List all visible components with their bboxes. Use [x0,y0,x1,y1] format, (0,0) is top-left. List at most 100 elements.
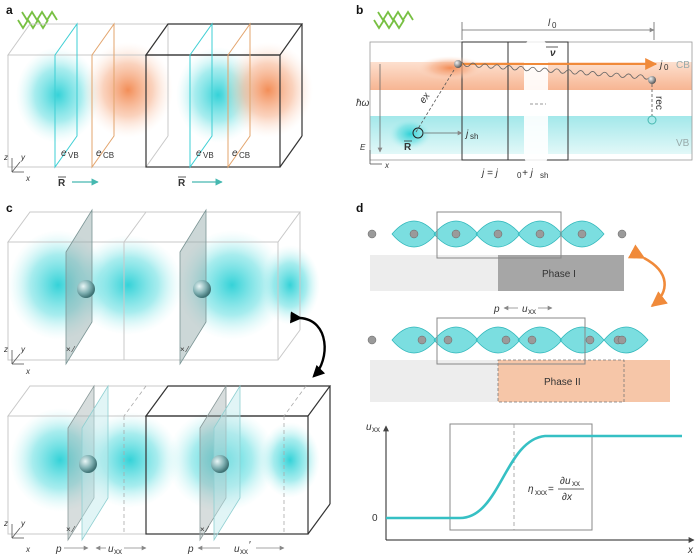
eta-sub: xxx [535,488,547,497]
evb-sub-2: VB [203,151,214,160]
ecb-label-2: e [232,148,238,159]
axis-e-b: E [360,143,366,152]
l0-label: l [548,18,551,29]
evb-label-2: e [196,148,202,159]
ecb-label-1: e [96,148,102,159]
ion-c-top-2 [193,280,211,298]
panel-a-label: a [6,3,13,17]
j0-sub: 0 [664,63,669,72]
ion-sphere [443,335,453,345]
equation-sub1: sh [540,171,548,180]
p-label-d: p [493,304,500,315]
electron-end-b [648,76,656,84]
equation-sub0: 0 [517,171,522,180]
axis-z-c-top: z [3,345,8,354]
orbital-lens [391,326,437,354]
cross-mark-c4: × ⁄ [200,525,210,534]
graph-cell-box [449,423,593,531]
phase2-label: Phase II [544,377,581,388]
ion-sphere-edge [617,229,627,239]
strain-graph: u xx x 0 η xxx = ∂u xx ∂x [366,422,695,556]
gap-strip-b [524,40,548,164]
graph-xlabel: x [687,545,694,556]
ion-sphere-edge [617,335,627,345]
axes-b [369,150,382,165]
axis-y-a: y [20,153,26,162]
uxx-prime-label: u [234,544,240,555]
graph-ylabel: u [366,422,372,433]
frac-top-sub: xx [572,479,580,488]
ex-line [415,69,455,133]
jsh-label: j [464,129,469,140]
cyan-blob-c5 [10,408,110,512]
equation-plus: + j [522,168,534,179]
orbital-lens [475,326,521,354]
r-vector-label-1: R [58,178,66,189]
ecb-sub-2: CB [239,151,250,160]
plane-c-top-2 [179,208,207,366]
eta-symbol: η [528,484,534,495]
phase1-label: Phase I [542,269,576,280]
equation-j: j = j [480,168,499,179]
l0-sub: 0 [552,21,557,30]
rec-label: rec [653,96,664,110]
hole-b [412,127,424,139]
transition-arrow-c [290,311,326,378]
p-label-c2: p [187,544,194,555]
hw-label: ħω [356,98,370,109]
uxx-sub-c1: xx [114,547,122,556]
unit-cell-a2 [144,23,304,168]
phase2-block [498,360,670,402]
dashed-cells-c-bottom [123,385,307,534]
phase2-dashed-box [497,359,625,403]
panel-d-label: d [356,201,363,215]
eta-equals: = [548,484,554,495]
phonon-wavy-b [457,61,650,80]
orbital-row-bottom [367,326,649,354]
nu-label: ν [550,48,556,59]
ion-sphere [409,229,419,239]
j0-label: j [658,60,663,71]
phase1-block [498,255,624,291]
phase-transition-arrow [627,244,668,308]
ion-sphere [493,229,503,239]
axis-y-c-top: y [20,345,26,354]
axis-x-c-bot: x [25,545,31,554]
evb-label-1: e [61,148,67,159]
cell-box-d1 [436,211,562,259]
cell-box-d2 [436,317,586,365]
axis-x-c-top: x [25,367,31,376]
ion-sphere [535,229,545,239]
axes-c-bottom [11,524,24,539]
orbital-row-top [367,220,627,248]
ex-label: ex [417,90,433,106]
wannier-planes-a [54,22,251,169]
jsh-sub: sh [470,132,478,141]
unit-cells-c-top [7,211,301,361]
ion-c-bot-1 [79,455,97,473]
ion-sphere-edge [367,335,377,345]
ecb-sub-1: CB [103,151,114,160]
strain-curve [386,434,682,520]
ion-c-top-1 [77,280,95,298]
axis-z-a: z [3,153,8,162]
cyan-blob-c8 [260,422,320,498]
panel-c: c × ⁄ × ⁄ z y x [3,201,332,556]
graph-zero: 0 [372,513,378,524]
unit-cells-c-bottom-dark [144,385,332,535]
orbital-lens [559,326,605,354]
panel-c-label: c [6,201,13,215]
ion-sphere [585,335,595,345]
ion-sphere [501,335,511,345]
cyan-blob-c4 [260,245,320,325]
frac-bottom: ∂x [562,492,573,503]
photon-wave-a [17,10,58,30]
uxx-label-d: u [522,304,528,315]
cyan-blob-c3 [177,230,287,340]
orange-blob-1 [83,42,173,138]
axes-c-top [11,350,24,365]
ion-sphere [577,229,587,239]
prime-mark: ′ [249,540,251,551]
cyan-blob-c6 [80,412,180,508]
